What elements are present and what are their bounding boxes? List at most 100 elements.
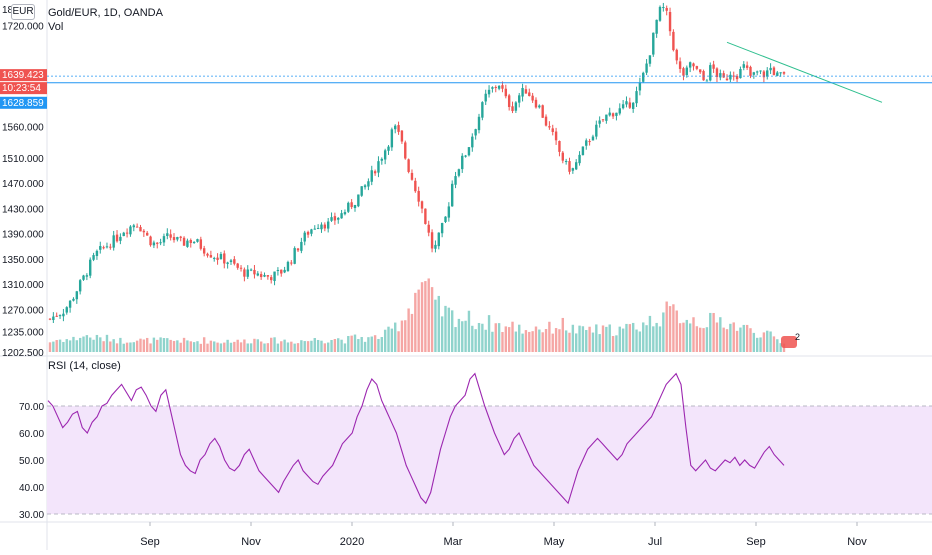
- volume-bar: [447, 307, 451, 352]
- volume-bar: [72, 336, 75, 352]
- volume-bar: [394, 322, 397, 352]
- current-price-tag: 1639.423: [2, 70, 44, 81]
- candle: [675, 49, 678, 61]
- candle: [249, 269, 253, 271]
- volume-bar: [742, 324, 745, 352]
- volume-bar: [524, 330, 528, 352]
- volume-bar: [457, 318, 461, 352]
- volume-bar: [380, 337, 384, 352]
- candle: [712, 64, 715, 69]
- volume-bar: [648, 315, 652, 352]
- volume-bar: [337, 338, 340, 352]
- volume-bar: [152, 337, 156, 352]
- candle: [196, 239, 199, 242]
- volume-bar: [129, 342, 132, 352]
- candle: [457, 169, 461, 176]
- candle: [621, 104, 625, 109]
- volume-bar: [387, 326, 390, 352]
- candle: [216, 257, 219, 260]
- volume-bar: [762, 332, 766, 352]
- candle: [199, 239, 203, 249]
- candle: [491, 87, 494, 89]
- volume-bar: [156, 339, 159, 352]
- volume-bar: [323, 343, 327, 352]
- candle: [779, 72, 782, 74]
- volume-bar: [417, 289, 420, 352]
- candle: [692, 63, 695, 67]
- volume-bar: [166, 338, 169, 352]
- volume-bar: [471, 325, 474, 352]
- candle: [648, 55, 652, 64]
- candle: [434, 244, 437, 249]
- rsi-band: [47, 406, 932, 514]
- candle: [518, 95, 521, 103]
- candle: [407, 159, 410, 172]
- volume-legend: Vol: [48, 21, 64, 33]
- candle: [534, 99, 538, 108]
- volume-bar: [450, 310, 454, 352]
- price-tick-label: 1510.000: [2, 154, 44, 165]
- volume-bar: [276, 343, 280, 352]
- volume-bar: [89, 337, 92, 352]
- trendline: [726, 41, 883, 103]
- candle: [95, 250, 99, 257]
- volume-bar: [105, 334, 109, 352]
- candle: [350, 202, 353, 208]
- price-tick-label: 1310.000: [2, 280, 44, 291]
- volume-bar: [601, 325, 605, 352]
- rsi-tick-label: 40.00: [19, 483, 44, 494]
- volume-bar: [558, 329, 561, 352]
- volume-bar: [52, 341, 55, 352]
- price-tick-label: 1470.000: [2, 179, 44, 190]
- events-marker[interactable]: [781, 336, 797, 348]
- volume-bar: [511, 321, 514, 352]
- volume-bar: [688, 323, 692, 352]
- volume-bar: [759, 337, 762, 352]
- volume-bar: [300, 340, 303, 352]
- volume-bar: [273, 337, 276, 352]
- candle: [511, 106, 514, 112]
- volume-bar: [484, 329, 487, 352]
- candle: [514, 102, 518, 111]
- candle: [611, 113, 615, 117]
- volume-bar: [678, 323, 682, 352]
- candle: [450, 183, 454, 207]
- volume-bar: [202, 337, 206, 352]
- candle: [62, 313, 65, 317]
- candle: [642, 72, 645, 82]
- candle: [585, 140, 588, 146]
- candle: [172, 237, 176, 241]
- price-tick-label: 1350.000: [2, 255, 44, 266]
- volume-bar: [310, 340, 313, 352]
- price-tick-label: 18: [2, 5, 14, 16]
- candle: [618, 108, 621, 114]
- candle: [595, 124, 598, 137]
- candle: [246, 269, 249, 277]
- candle: [380, 158, 384, 161]
- volume-bar: [575, 333, 578, 352]
- candle: [390, 129, 394, 148]
- volume-bar: [735, 330, 739, 352]
- candle: [129, 226, 132, 235]
- volume-bar: [487, 315, 491, 352]
- volume-bar: [333, 339, 337, 352]
- candle: [440, 223, 444, 234]
- candle: [454, 176, 457, 185]
- candle: [340, 213, 343, 219]
- volume-bar: [343, 343, 347, 352]
- candle: [528, 92, 531, 96]
- candle: [239, 267, 243, 269]
- volume-bar: [169, 339, 172, 352]
- candle: [605, 114, 608, 121]
- time-tick-label: 2020: [340, 536, 364, 548]
- candle: [598, 120, 601, 124]
- candle: [739, 69, 742, 79]
- volume-bar: [528, 331, 531, 352]
- volume-bar: [732, 322, 735, 352]
- candle: [437, 232, 440, 247]
- currency-button[interactable]: EUR: [11, 4, 35, 20]
- current-price-tag-bg: [0, 69, 47, 82]
- volume-bar: [668, 306, 672, 352]
